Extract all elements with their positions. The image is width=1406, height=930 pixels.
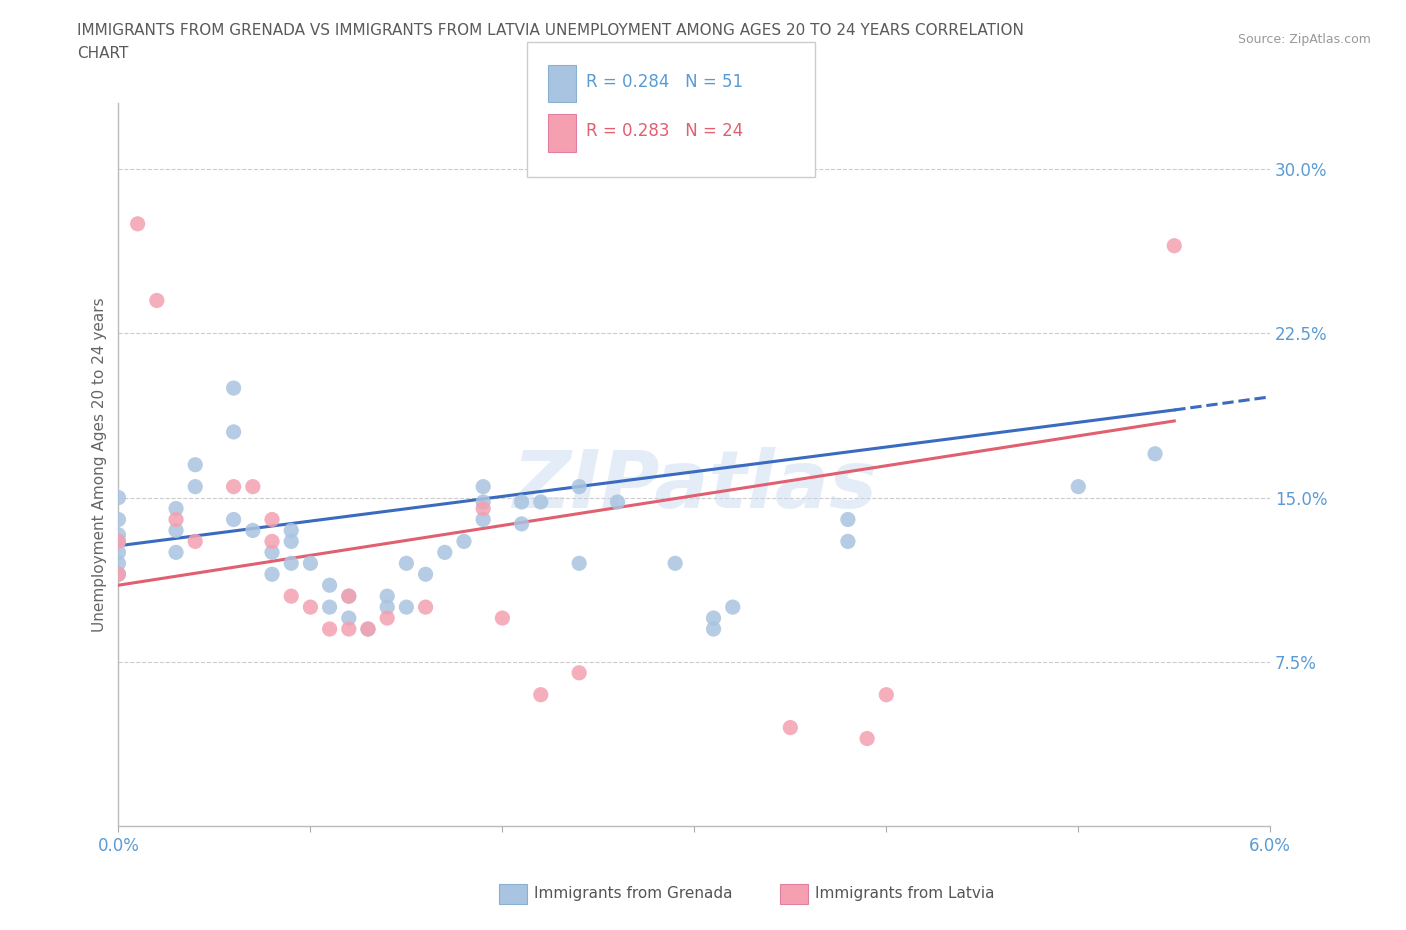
Point <box>337 589 360 604</box>
Point <box>280 556 302 571</box>
Point <box>472 512 495 527</box>
Point <box>107 566 129 581</box>
Text: Immigrants from Grenada: Immigrants from Grenada <box>534 886 733 901</box>
Point <box>318 578 340 592</box>
Point <box>472 501 495 516</box>
Point <box>357 621 380 636</box>
Point <box>510 516 533 531</box>
Point <box>222 380 245 395</box>
Point <box>530 687 553 702</box>
Point <box>837 512 859 527</box>
Point <box>299 556 322 571</box>
Point <box>107 490 129 505</box>
Y-axis label: Unemployment Among Ages 20 to 24 years: Unemployment Among Ages 20 to 24 years <box>93 298 107 632</box>
Point <box>472 495 495 510</box>
Point <box>357 621 380 636</box>
Point <box>260 534 283 549</box>
Point <box>184 534 207 549</box>
Point <box>242 479 264 494</box>
Point <box>856 731 879 746</box>
Point <box>375 600 398 615</box>
Point <box>721 600 744 615</box>
Point <box>1163 238 1185 253</box>
Text: R = 0.283   N = 24: R = 0.283 N = 24 <box>586 122 744 140</box>
Point <box>222 424 245 439</box>
Point <box>280 534 302 549</box>
Point <box>165 523 187 538</box>
Point <box>107 545 129 560</box>
Text: R = 0.284   N = 51: R = 0.284 N = 51 <box>586 73 744 91</box>
Point <box>395 556 418 571</box>
Point <box>395 600 418 615</box>
Point <box>165 501 187 516</box>
Point <box>337 621 360 636</box>
Point <box>107 556 129 571</box>
Point <box>375 589 398 604</box>
Point <box>568 665 591 680</box>
Point <box>837 534 859 549</box>
Point <box>568 479 591 494</box>
Text: CHART: CHART <box>77 46 129 61</box>
Point <box>107 527 129 542</box>
Point <box>318 621 340 636</box>
Point <box>337 611 360 626</box>
Point <box>127 217 149 232</box>
Point <box>568 556 591 571</box>
Point <box>165 512 187 527</box>
Point <box>530 495 553 510</box>
Point <box>280 589 302 604</box>
Point <box>875 687 897 702</box>
Text: IMMIGRANTS FROM GRENADA VS IMMIGRANTS FROM LATVIA UNEMPLOYMENT AMONG AGES 20 TO : IMMIGRANTS FROM GRENADA VS IMMIGRANTS FR… <box>77 23 1024 38</box>
Point <box>165 545 187 560</box>
Point <box>222 512 245 527</box>
Point <box>146 293 169 308</box>
Point <box>222 479 245 494</box>
Text: ZIPatlas: ZIPatlas <box>512 447 877 525</box>
Point <box>472 479 495 494</box>
Point <box>453 534 475 549</box>
Text: Immigrants from Latvia: Immigrants from Latvia <box>815 886 995 901</box>
Point <box>260 545 283 560</box>
Point <box>107 534 129 549</box>
Point <box>491 611 513 626</box>
Point <box>299 600 322 615</box>
Point <box>510 495 533 510</box>
Point <box>260 566 283 581</box>
Point <box>433 545 456 560</box>
Point <box>107 566 129 581</box>
Point <box>107 512 129 527</box>
Point <box>184 458 207 472</box>
Point <box>415 600 437 615</box>
Point <box>1144 446 1167 461</box>
Point <box>375 611 398 626</box>
Point <box>184 479 207 494</box>
Text: Source: ZipAtlas.com: Source: ZipAtlas.com <box>1237 33 1371 46</box>
Point <box>242 523 264 538</box>
Point <box>260 512 283 527</box>
Point <box>702 621 724 636</box>
Point <box>415 566 437 581</box>
Point <box>779 720 801 735</box>
Point <box>606 495 628 510</box>
Point <box>107 534 129 549</box>
Point <box>280 523 302 538</box>
Point <box>1067 479 1090 494</box>
Point <box>702 611 724 626</box>
Point <box>318 600 340 615</box>
Point <box>337 589 360 604</box>
Point <box>664 556 686 571</box>
